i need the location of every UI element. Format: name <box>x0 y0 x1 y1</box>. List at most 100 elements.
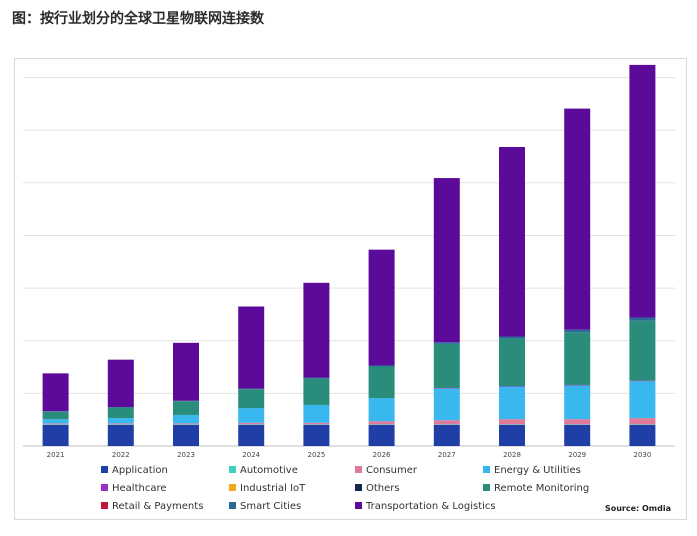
bar-segment <box>433 388 460 389</box>
legend-item: Automotive <box>229 465 298 476</box>
legend-swatch <box>483 466 490 473</box>
bar-segment <box>238 388 265 390</box>
bar-segment <box>368 421 395 425</box>
bar-segment <box>368 366 395 399</box>
bar-segment <box>173 414 199 424</box>
bar-segment <box>433 424 460 425</box>
bar-stack-2028 <box>499 147 525 446</box>
bar-segment <box>433 178 460 343</box>
legend-item: Transportation & Logistics <box>355 501 496 512</box>
legend-swatch <box>101 502 108 509</box>
bar-segment <box>368 424 395 446</box>
bar-stack-2025 <box>303 282 330 446</box>
bar-segment <box>107 423 134 425</box>
legend-item: Remote Monitoring <box>483 483 589 494</box>
bar-segment <box>173 423 199 425</box>
bar-segment <box>499 386 525 420</box>
bar-segment <box>238 306 265 389</box>
bar-segment <box>303 422 330 425</box>
bar-segment <box>564 384 591 386</box>
bar-segment <box>303 404 330 423</box>
bar-segment <box>629 64 656 318</box>
x-axis-ticks: 2021 2022 2023 2024 2025 2026 2027 2028 2029 2030 <box>47 451 652 459</box>
x-tick-label: 2029 <box>568 451 586 459</box>
source-note: Source: Omdia <box>605 504 671 513</box>
bar-segment <box>564 332 591 385</box>
bar-segment <box>107 418 134 424</box>
bar-segment <box>368 249 395 366</box>
bar-stack-2023 <box>173 342 199 446</box>
legend-swatch <box>355 484 362 491</box>
bar-segment <box>303 378 330 405</box>
bar-segment <box>499 338 525 386</box>
stacked-bar-chart: 2021 2022 2023 2024 2025 2026 2027 2028 2029 2030… <box>23 64 675 513</box>
bar-segment <box>629 424 656 425</box>
legend: Application Automotive Consumer Energy & Ut… <box>101 465 589 512</box>
legend-swatch <box>101 484 108 491</box>
legend-item: Retail & Payments <box>101 501 203 512</box>
bar-segment <box>368 365 395 367</box>
bar-segment <box>107 424 134 446</box>
bar-segment <box>564 108 591 330</box>
legend-label: Remote Monitoring <box>494 483 589 494</box>
x-tick-label: 2024 <box>242 451 260 459</box>
legend-label: Application <box>112 465 168 476</box>
bar-segment <box>433 342 460 344</box>
bar-segment <box>368 424 395 425</box>
bar-segment <box>499 419 525 425</box>
bar-segment <box>433 424 460 446</box>
bar-segment <box>499 424 525 425</box>
bar-segment <box>42 411 69 412</box>
bar-segment <box>303 424 330 425</box>
bar-segment <box>564 385 591 420</box>
bar-segment <box>107 424 134 425</box>
bar-segment <box>499 385 525 387</box>
bar-segment <box>107 407 134 408</box>
legend-item: Consumer <box>355 465 418 476</box>
bar-segment <box>629 424 656 446</box>
bar-segment <box>238 408 265 423</box>
bar-segment <box>173 401 199 415</box>
bar-segment <box>433 343 460 389</box>
bar-segment <box>238 424 265 446</box>
legend-swatch <box>101 466 108 473</box>
chart-panel: 2021 2022 2023 2024 2025 2026 2027 2028 2029 2030… <box>14 58 687 520</box>
bar-segment <box>42 411 69 420</box>
bar-segment <box>499 147 525 337</box>
bar-segment <box>629 320 656 381</box>
legend-label: Healthcare <box>112 483 167 494</box>
page-title: 图：按行业划分的全球卫星物联网连接数 <box>12 11 264 27</box>
bar-segment <box>499 424 525 446</box>
bar-stack-2021 <box>42 373 69 446</box>
x-tick-label: 2030 <box>633 451 651 459</box>
bar-segment <box>564 424 591 446</box>
bar-segment <box>629 381 656 419</box>
legend-label: Energy & Utilities <box>494 465 581 476</box>
bar-segment <box>368 398 395 422</box>
legend-label: Retail & Payments <box>112 501 203 512</box>
bar-segment <box>42 423 69 425</box>
bar-segment <box>433 420 460 425</box>
x-tick-label: 2021 <box>47 451 65 459</box>
bar-segment <box>499 336 525 339</box>
legend-item: Application <box>101 465 168 476</box>
legend-item: Industrial IoT <box>229 483 306 494</box>
bar-segment <box>629 418 656 425</box>
legend-item: Smart Cities <box>229 501 301 512</box>
bar-groups <box>42 64 656 446</box>
bar-stack-2024 <box>238 306 265 446</box>
bar-segment <box>42 373 69 412</box>
legend-label: Automotive <box>240 465 298 476</box>
bar-segment <box>303 424 330 446</box>
legend-label: Smart Cities <box>240 501 301 512</box>
bar-segment <box>107 359 134 408</box>
x-tick-label: 2022 <box>112 451 130 459</box>
bar-segment <box>42 424 69 425</box>
legend-swatch <box>355 466 362 473</box>
legend-label: Others <box>366 483 400 494</box>
bar-stack-2022 <box>107 359 134 446</box>
bar-segment <box>238 424 265 425</box>
bar-segment <box>173 424 199 425</box>
legend-swatch <box>483 484 490 491</box>
legend-swatch <box>355 502 362 509</box>
